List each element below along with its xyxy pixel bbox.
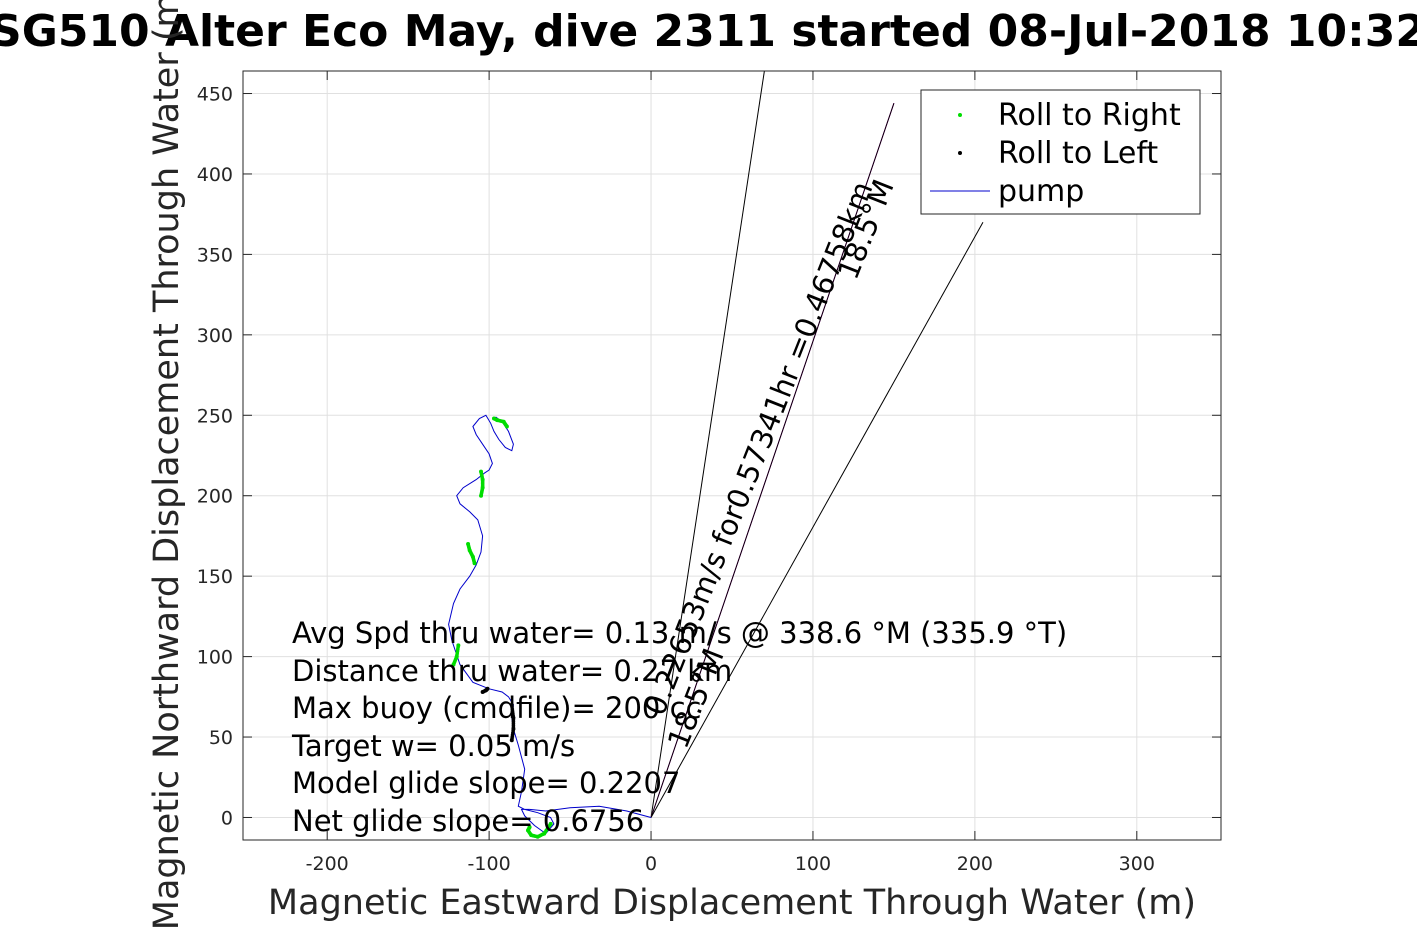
plot-border (242, 70, 1222, 841)
roll-right-point (456, 643, 461, 648)
y-tick-label: 150 (197, 566, 233, 588)
y-tick-label: 400 (197, 164, 233, 186)
annotation-avg-speed: Avg Spd thru water= 0.13 m/s @ 338.6 °M … (292, 616, 1067, 650)
pump-track-line (448, 414, 652, 835)
x-tick-label: -200 (306, 853, 349, 875)
roll-left-point (485, 686, 490, 691)
legend-marker-roll-left (958, 151, 962, 155)
y-tick-label: 300 (197, 325, 233, 347)
direction-line (650, 103, 895, 818)
y-tick-label: 450 (197, 84, 233, 106)
axis-ticks: -200 -100 0 100 200 300 0 50 100 150 200 250 300 350 4… (197, 71, 1221, 875)
y-tick-label: 100 (197, 647, 233, 669)
x-tick-label: -100 (468, 853, 511, 875)
x-axis-label: Magnetic Eastward Displacement Through W… (268, 883, 1196, 923)
y-tick-label: 50 (209, 727, 233, 749)
y-axis-label: Magnetic Northward Displacement Through … (147, 0, 187, 930)
roll-right-point (527, 825, 532, 830)
y-tick-label: 350 (197, 244, 233, 266)
track-layer (448, 414, 652, 835)
y-tick-label: 250 (197, 405, 233, 427)
direction-line (650, 70, 765, 818)
roll-markers (451, 416, 553, 839)
x-tick-label: 100 (795, 853, 831, 875)
x-tick-label: 200 (957, 853, 993, 875)
roll-right-point (479, 493, 484, 498)
roll-left-point (509, 738, 514, 743)
direction-line (650, 221, 984, 818)
annotation-max-buoy: Max buoy (cmdfile)= 200 cc (292, 691, 701, 725)
y-tick-label: 200 (197, 486, 233, 508)
y-tick-label: 0 (221, 807, 233, 829)
x-tick-label: 300 (1119, 853, 1155, 875)
direction-lines (650, 70, 984, 818)
roll-right-point (504, 424, 509, 429)
legend-label-roll-right: Roll to Right (998, 98, 1181, 133)
annotation-block: Avg Spd thru water= 0.13 m/s @ 338.6 °M … (291, 616, 1067, 838)
legend-label-pump: pump (998, 174, 1084, 209)
annotation-model-glide: Model glide slope= 0.2207 (292, 766, 680, 800)
x-tick-label: 0 (645, 853, 657, 875)
annotation-net-glide: Net glide slope= 0.6756 (292, 804, 644, 838)
legend-box (920, 89, 1201, 215)
annotation-target-w: Target w= 0.05 m/s (291, 729, 575, 763)
annotation-distance: Distance thru water= 0.27 km (292, 654, 732, 688)
grid-lines (243, 71, 1221, 840)
legend: Roll to Right Roll to Left pump (920, 89, 1201, 215)
legend-label-roll-left: Roll to Left (998, 136, 1158, 171)
chart-title: SG510 Alter Eco May, dive 2311 started 0… (0, 6, 1417, 57)
roll-right-point (472, 561, 477, 566)
legend-marker-roll-right (958, 113, 962, 117)
